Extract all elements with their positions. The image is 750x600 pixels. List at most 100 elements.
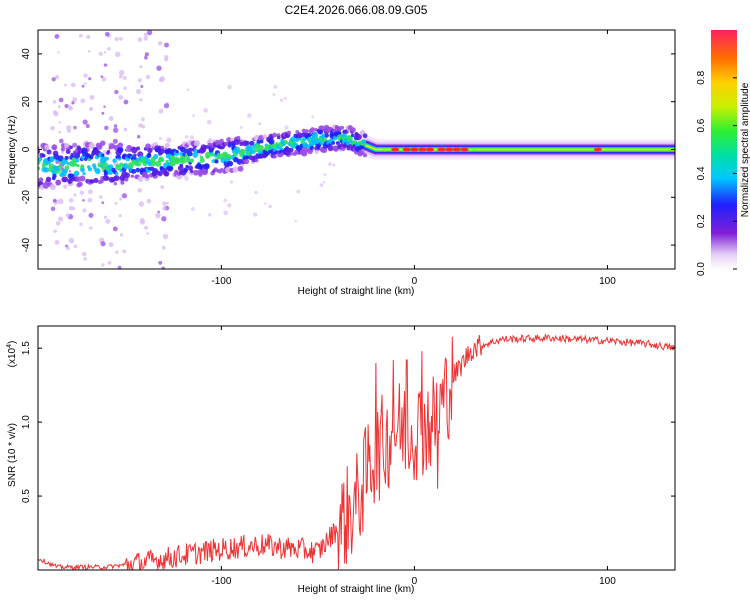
spectrogram-noise-point <box>159 76 166 82</box>
spectrogram-noise-point <box>50 125 55 131</box>
spectrogram-noise-point <box>323 172 327 176</box>
spectrogram-ridge-point <box>185 158 191 163</box>
spectrogram-peak-mark <box>425 147 434 152</box>
colorbar-tick-label: 0.0 <box>696 262 707 276</box>
spectrogram-ridge-point <box>49 184 56 190</box>
spectrogram-y-tick-label: -40 <box>21 237 32 252</box>
spectrogram-noise-point <box>82 119 88 125</box>
spectrogram-noise-point <box>82 251 87 257</box>
spectrogram-noise-point <box>328 162 332 167</box>
spectrogram-noise-point <box>118 94 124 100</box>
spectrogram-ridge-point <box>270 135 274 140</box>
spectrogram-ridge-point <box>107 169 113 175</box>
spectrogram-ridge-point <box>75 158 80 163</box>
spectrogram-peak-mark <box>460 147 469 152</box>
spectrogram-ridge-point <box>301 146 309 153</box>
spectrogram-ridge-point <box>146 153 152 159</box>
spectrogram-ridge-point <box>73 162 77 167</box>
spectrogram-noise-point <box>108 242 114 248</box>
colorbar-ticks: 0.0 0.2 0.4 0.6 0.8 <box>696 70 737 276</box>
colorbar-tick-label: 0.8 <box>696 70 707 84</box>
spectrogram-noise-point <box>332 163 336 167</box>
spectrogram-noise-point <box>161 216 167 222</box>
spectrogram-ridge-point <box>227 160 234 167</box>
spectrogram-ridge-point <box>104 175 110 181</box>
snr-y-tick-label: 1.0 <box>21 415 32 429</box>
spectrogram-ridge-point <box>69 145 73 149</box>
spectrogram-ridge-point <box>179 146 186 153</box>
spectrogram-noise-point <box>253 212 258 217</box>
spectrogram-ridge-point <box>243 158 250 165</box>
spectrogram-ridge-point <box>63 168 68 174</box>
spectrogram-ridge-point <box>38 149 41 155</box>
spectrogram-noise-point <box>160 185 164 189</box>
spectrogram-y-tick-label: -20 <box>21 190 32 205</box>
spectrogram-noise-point <box>103 150 107 155</box>
spectrogram-noise-point <box>229 180 234 184</box>
spectrogram-noise-point <box>207 213 212 217</box>
spectrogram-noise-point <box>296 189 301 194</box>
spectrogram-x-label: Height of straight line (km) <box>298 286 415 297</box>
spectrogram-noise-point <box>268 204 272 209</box>
spectrogram-ridge-point <box>73 170 80 177</box>
spectrogram-ridge-point <box>71 157 77 162</box>
spectrogram-ridge-point <box>317 129 323 135</box>
spectrogram-ridge-point <box>124 172 131 179</box>
snr-marks <box>38 333 675 570</box>
spectrogram-noise-point <box>108 116 114 121</box>
spectrogram-ridge-point <box>355 133 362 141</box>
spectrogram-ridge-point <box>135 160 142 167</box>
spectrogram-ridge-point <box>135 146 141 151</box>
spectrogram-ridge-point <box>61 161 66 166</box>
spectrogram-noise-point <box>109 152 112 155</box>
spectrogram-noise-point <box>137 78 143 83</box>
spectrogram-noise-point <box>70 82 76 88</box>
spectrogram-noise-point <box>203 107 208 113</box>
spectrogram-noise-point <box>50 206 56 212</box>
spectrogram-ridge-point <box>113 182 118 186</box>
spectrogram-y-ticks: -40 -20 0 20 40 <box>21 48 675 252</box>
spectrogram-noise-point <box>73 244 78 248</box>
spectrogram-noise-point <box>62 184 68 189</box>
spectrogram-noise-point <box>184 176 189 181</box>
spectrogram-ridge-point <box>272 132 278 138</box>
spectrogram-ridge-point <box>189 158 195 163</box>
spectrogram-noise-point <box>114 201 118 205</box>
spectrogram-ridge-point <box>135 167 141 173</box>
spectrogram-noise-point <box>192 114 195 118</box>
colorbar-label: Normalized spectral amplitude <box>740 82 750 217</box>
snr-multiplier-close: ) <box>7 341 18 344</box>
spectrogram-ridge-point <box>165 149 172 156</box>
spectrogram-noise-point <box>82 199 85 202</box>
spectrogram-ridge-point <box>106 151 110 155</box>
spectrogram-ridge-point <box>122 162 129 169</box>
spectrogram-ridge-point <box>200 146 207 153</box>
snr-x-tick-label: 0 <box>412 576 418 587</box>
spectrogram-noise-point <box>57 198 64 205</box>
spectrogram-ridge-point <box>80 164 85 169</box>
spectrogram-ridge-point <box>219 138 224 144</box>
spectrogram-noise-point <box>61 150 65 154</box>
spectrogram-peak-mark <box>452 147 461 152</box>
spectrogram-noise-point <box>146 232 150 235</box>
spectrogram-noise-point <box>140 85 144 88</box>
spectrogram-ridge-point <box>101 153 105 157</box>
colorbar: 0.0 0.2 0.4 0.6 0.8 Normalized spectral ampl… <box>696 30 750 276</box>
spectrogram-ridge-point <box>314 149 319 154</box>
spectrogram-noise-point <box>117 265 122 269</box>
spectrogram-ridge-point <box>52 173 57 179</box>
spectrogram-noise-point <box>83 73 88 78</box>
spectrogram-noise-point <box>264 202 267 205</box>
spectrogram-noise-point <box>137 37 143 42</box>
spectrogram-noise-point <box>64 103 69 109</box>
spectrogram-ridge-point <box>214 159 219 164</box>
spectrogram-ridge-point <box>147 147 153 154</box>
spectrogram-ridge-point <box>345 140 351 146</box>
spectrogram-x-ticks: -100 0 100 <box>211 30 616 287</box>
spectrogram-peak-mark <box>418 147 427 152</box>
spectrogram-noise-point <box>65 213 71 218</box>
spectrogram-noise-point <box>161 245 166 250</box>
spectrogram-noise-point <box>157 210 160 214</box>
snr-y-label: SNR (10 * v/v) <box>7 423 18 487</box>
spectrogram-ridge-point <box>309 145 314 150</box>
